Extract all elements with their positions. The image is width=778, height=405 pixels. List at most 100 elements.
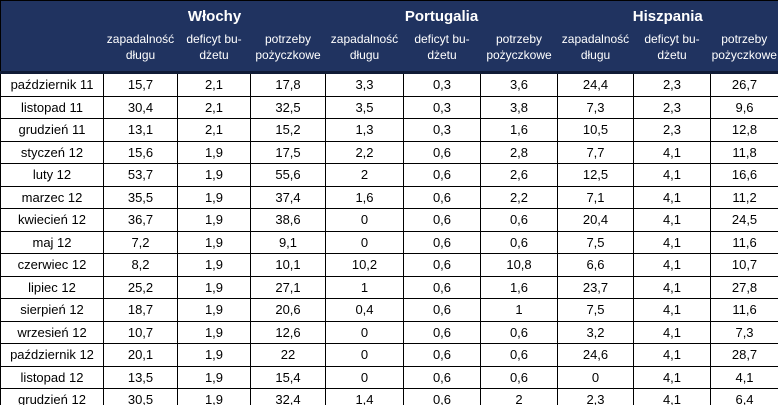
- row-label-cell: marzec 12: [0, 185, 104, 209]
- value-cell: 9,6: [709, 95, 778, 119]
- table-row: czerwiec 12 8,2 1,9 10,1 10,2 0,6 10,8 6,6 4,1 10…: [0, 253, 778, 277]
- value-cell: 17,5: [250, 140, 326, 164]
- row-label-cell: czerwiec 12: [0, 253, 104, 277]
- value-cell: 25,2: [103, 275, 178, 299]
- table-row: październik 12 20,1 1,9 22 0 0,6 0,6 24,6 4,1 28,…: [0, 343, 778, 367]
- value-cell: 11,8: [709, 140, 778, 164]
- value-cell: 36,7: [103, 208, 178, 232]
- subcol-wlochy-deficyt: deficyt bu-dżetu: [177, 29, 251, 74]
- table-row: styczeń 12 15,6 1,9 17,5 2,2 0,6 2,8 7,7 4,1 11,8: [0, 140, 778, 164]
- value-cell: 0,6: [403, 343, 481, 367]
- corner-cell: [0, 0, 104, 74]
- table-row: wrzesień 12 10,7 1,9 12,6 0 0,6 0,6 3,2 4,1 7,3: [0, 320, 778, 344]
- value-cell: 27,8: [709, 275, 778, 299]
- value-cell: 6,6: [557, 253, 634, 277]
- value-cell: 0,6: [403, 208, 481, 232]
- row-label-cell: grudzień 12: [0, 388, 104, 405]
- value-cell: 0: [325, 365, 404, 389]
- value-cell: 28,7: [709, 343, 778, 367]
- table-row: lipiec 12 25,2 1,9 27,1 1 0,6 1,6 23,7 4,1 27,8: [0, 275, 778, 299]
- value-cell: 7,1: [557, 185, 634, 209]
- country-header-row: Włochy Portugalia Hiszpania: [0, 0, 778, 74]
- value-cell: 3,8: [480, 95, 558, 119]
- value-cell: 1,9: [177, 140, 251, 164]
- value-cell: 15,7: [103, 72, 178, 97]
- value-cell: 20,6: [250, 298, 326, 322]
- value-cell: 53,7: [103, 163, 178, 187]
- value-cell: 0: [557, 365, 634, 389]
- subcol-portugalia-zapadalnosc: zapadalność długu: [325, 29, 404, 74]
- value-cell: 1,9: [177, 163, 251, 187]
- value-cell: 2,1: [177, 118, 251, 142]
- value-cell: 4,1: [633, 275, 711, 299]
- value-cell: 3,5: [325, 95, 404, 119]
- table-row: grudzień 12 30,5 1,9 32,4 1,4 0,6 2 2,3 4,1 6,4: [0, 388, 778, 405]
- value-cell: 0: [325, 208, 404, 232]
- value-cell: 0,6: [403, 298, 481, 322]
- value-cell: 3,3: [325, 72, 404, 97]
- value-cell: 2,1: [177, 72, 251, 97]
- value-cell: 4,1: [633, 320, 711, 344]
- value-cell: 23,7: [557, 275, 634, 299]
- value-cell: 10,2: [325, 253, 404, 277]
- value-cell: 7,2: [103, 230, 178, 254]
- value-cell: 10,7: [709, 253, 778, 277]
- value-cell: 4,1: [633, 185, 711, 209]
- value-cell: 38,6: [250, 208, 326, 232]
- value-cell: 2,8: [480, 140, 558, 164]
- value-cell: 24,4: [557, 72, 634, 97]
- row-label-cell: październik 11: [0, 72, 104, 97]
- value-cell: 3,2: [557, 320, 634, 344]
- value-cell: 30,5: [103, 388, 178, 405]
- value-cell: 2,2: [325, 140, 404, 164]
- value-cell: 9,1: [250, 230, 326, 254]
- value-cell: 4,1: [633, 140, 711, 164]
- subcol-wlochy-zapadalnosc: zapadalność długu: [103, 29, 178, 74]
- value-cell: 1,3: [325, 118, 404, 142]
- value-cell: 1,9: [177, 230, 251, 254]
- value-cell: 0,4: [325, 298, 404, 322]
- value-cell: 2,3: [633, 95, 711, 119]
- value-cell: 16,6: [709, 163, 778, 187]
- value-cell: 0,6: [480, 208, 558, 232]
- value-cell: 0,6: [403, 275, 481, 299]
- row-label-cell: październik 12: [0, 343, 104, 367]
- value-cell: 0,6: [403, 185, 481, 209]
- value-cell: 2,6: [480, 163, 558, 187]
- value-cell: 4,1: [633, 163, 711, 187]
- value-cell: 11,6: [709, 230, 778, 254]
- value-cell: 12,5: [557, 163, 634, 187]
- value-cell: 8,2: [103, 253, 178, 277]
- value-cell: 2: [480, 388, 558, 405]
- table-row: październik 11 15,7 2,1 17,8 3,3 0,3 3,6 24,4 2,…: [0, 72, 778, 97]
- table-row: maj 12 7,2 1,9 9,1 0 0,6 0,6 7,5 4,1 11,6: [0, 230, 778, 254]
- value-cell: 26,7: [709, 72, 778, 97]
- value-cell: 0: [325, 320, 404, 344]
- value-cell: 10,8: [480, 253, 558, 277]
- row-label-cell: kwiecień 12: [0, 208, 104, 232]
- value-cell: 18,7: [103, 298, 178, 322]
- value-cell: 1,9: [177, 343, 251, 367]
- table-row: marzec 12 35,5 1,9 37,4 1,6 0,6 2,2 7,1 4,1 11,2: [0, 185, 778, 209]
- value-cell: 1,9: [177, 365, 251, 389]
- value-cell: 1,6: [480, 275, 558, 299]
- value-cell: 10,5: [557, 118, 634, 142]
- value-cell: 7,5: [557, 298, 634, 322]
- value-cell: 4,1: [633, 230, 711, 254]
- value-cell: 15,2: [250, 118, 326, 142]
- value-cell: 2,3: [557, 388, 634, 405]
- table-row: grudzień 11 13,1 2,1 15,2 1,3 0,3 1,6 10,5 2,3 12…: [0, 118, 778, 142]
- value-cell: 4,1: [633, 208, 711, 232]
- value-cell: 4,1: [633, 365, 711, 389]
- value-cell: 12,6: [250, 320, 326, 344]
- value-cell: 2,2: [480, 185, 558, 209]
- value-cell: 13,5: [103, 365, 178, 389]
- value-cell: 4,1: [633, 298, 711, 322]
- value-cell: 1,9: [177, 320, 251, 344]
- value-cell: 7,5: [557, 230, 634, 254]
- value-cell: 0,6: [480, 365, 558, 389]
- value-cell: 10,7: [103, 320, 178, 344]
- value-cell: 17,8: [250, 72, 326, 97]
- value-cell: 1,6: [480, 118, 558, 142]
